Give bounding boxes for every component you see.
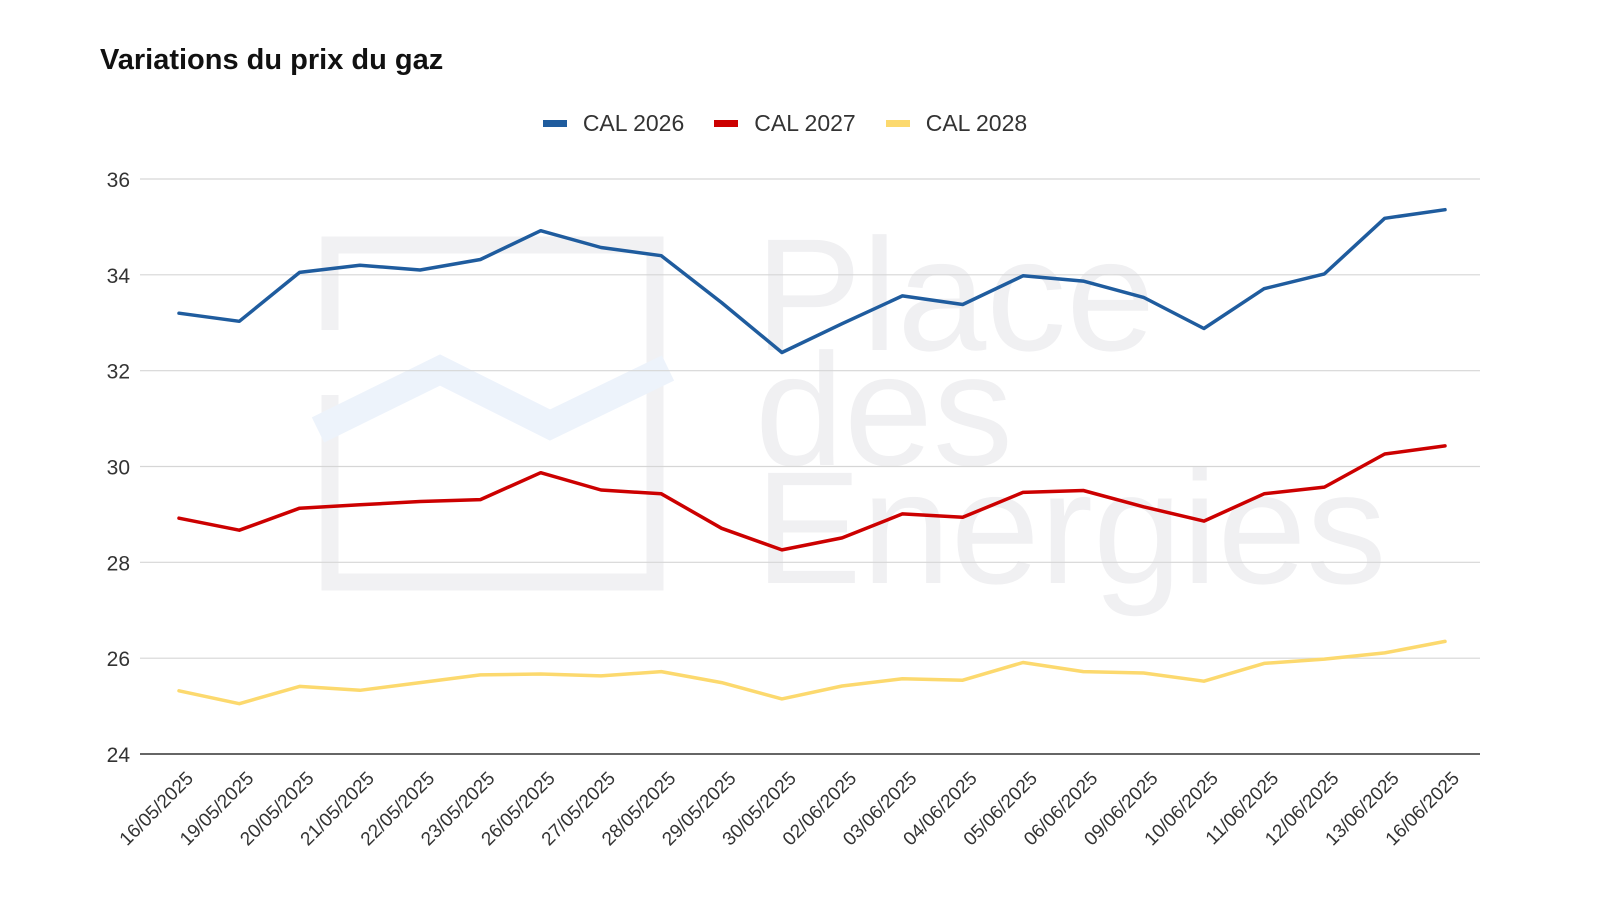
y-tick-label: 24 xyxy=(107,744,131,767)
x-axis: 16/05/202519/05/202520/05/202521/05/2025… xyxy=(116,768,1464,850)
watermark-text-line-3: Energies xyxy=(755,438,1386,617)
y-tick-label: 26 xyxy=(107,648,130,671)
y-tick-label: 36 xyxy=(107,169,130,192)
y-axis: 24 26 28 30 32 34 36 xyxy=(107,169,131,767)
watermark-logo xyxy=(321,236,664,591)
y-tick-label: 34 xyxy=(107,265,131,288)
legend-item-cal-2028: CAL 2028 xyxy=(885,110,1028,137)
series-line-cal-2027 xyxy=(177,444,1447,552)
legend-label-cal-2026: CAL 2026 xyxy=(582,110,685,136)
y-tick-label: 32 xyxy=(107,361,130,384)
y-tick-label: 28 xyxy=(107,552,130,575)
gridlines xyxy=(140,178,1480,755)
watermark: Place des Energies xyxy=(311,205,1386,617)
legend-item-cal-2026: CAL 2026 xyxy=(542,110,685,137)
watermark-logo-chevron xyxy=(311,354,675,443)
legend: CAL 2026 CAL 2027 CAL 2028 xyxy=(0,110,1570,137)
legend-label-cal-2027: CAL 2027 xyxy=(754,110,856,136)
legend-label-cal-2028: CAL 2028 xyxy=(925,110,1028,136)
series-line-cal-2028 xyxy=(177,639,1447,706)
chart-title: Variations du prix du gaz xyxy=(100,44,444,76)
y-tick-label: 30 xyxy=(107,457,130,480)
legend-swatch-cal-2027 xyxy=(714,120,739,127)
legend-item-cal-2027: CAL 2027 xyxy=(714,110,856,137)
legend-swatch-cal-2028 xyxy=(885,120,910,127)
watermark-text-line-2: des xyxy=(755,320,1013,499)
series-line-cal-2026 xyxy=(177,207,1447,355)
series-lines xyxy=(177,207,1447,706)
legend-swatch-cal-2026 xyxy=(542,120,567,127)
watermark-text-line-1: Place xyxy=(755,205,1155,384)
